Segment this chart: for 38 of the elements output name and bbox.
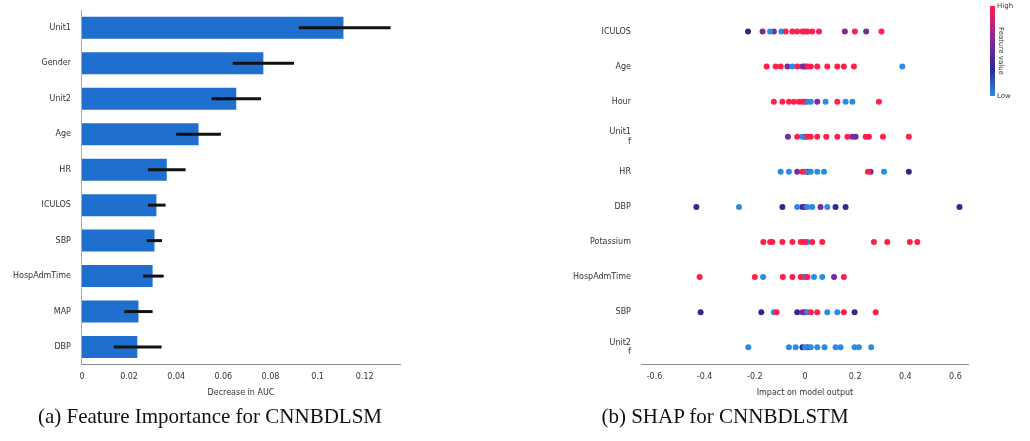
x-tick-label: 0.08 bbox=[261, 371, 280, 381]
x-tick-label: 0 bbox=[79, 371, 85, 381]
y-tick-label: SBP bbox=[615, 307, 632, 317]
x-axis-title: Impact on model output bbox=[756, 388, 854, 398]
x-tick-label: -0.2 bbox=[747, 371, 763, 381]
x-tick-label: 0 bbox=[802, 371, 808, 381]
x-tick-label: 0.1 bbox=[311, 371, 324, 381]
x-tick-label: 0.02 bbox=[120, 371, 138, 381]
y-tick-label: Unit2 f bbox=[609, 337, 632, 357]
x-tick-label: 0.4 bbox=[898, 371, 912, 381]
y-tick-label: DBP bbox=[54, 342, 72, 352]
y-tick-label: Hour bbox=[611, 96, 632, 106]
y-tick-label: Unit1 f bbox=[609, 127, 632, 146]
x-tick-label: -0.4 bbox=[696, 371, 713, 381]
text: (a) Feature Importance for CNNBDLSM bbox=[36, 404, 384, 429]
text: (b) SHAP for CNNBDLSTM bbox=[600, 404, 850, 429]
y-tick-label: SBP bbox=[55, 235, 72, 245]
y-tick-label: HR bbox=[619, 166, 632, 176]
y-tick-label: HospAdmTime bbox=[13, 271, 72, 281]
y-tick-label: MAP bbox=[53, 306, 72, 316]
x-tick-label: 0.2 bbox=[848, 371, 862, 381]
y-tick-label: ICULOS bbox=[601, 26, 631, 36]
x-tick-label: -0.6 bbox=[646, 371, 663, 381]
y-tick-label: Gender bbox=[41, 58, 72, 68]
x-tick-label: 0.04 bbox=[167, 371, 186, 381]
y-tick-label: ICULOS bbox=[41, 200, 71, 210]
y-tick-label: HR bbox=[59, 164, 72, 174]
y-tick-label: Age bbox=[615, 61, 631, 71]
x-axis-title: Decrease in AUC bbox=[207, 388, 275, 398]
x-tick-label: 0.06 bbox=[214, 371, 233, 381]
y-tick-label: Unit1 bbox=[49, 22, 71, 32]
y-tick-label: Potassium bbox=[590, 237, 632, 247]
y-tick-label: Age bbox=[55, 129, 71, 139]
x-tick-label: 0.6 bbox=[949, 371, 962, 381]
x-tick-label: 0.12 bbox=[355, 371, 374, 381]
y-tick-label: Unit2 bbox=[49, 93, 71, 103]
y-tick-label: DBP bbox=[614, 202, 632, 212]
y-tick-label: HospAdmTime bbox=[573, 272, 632, 282]
